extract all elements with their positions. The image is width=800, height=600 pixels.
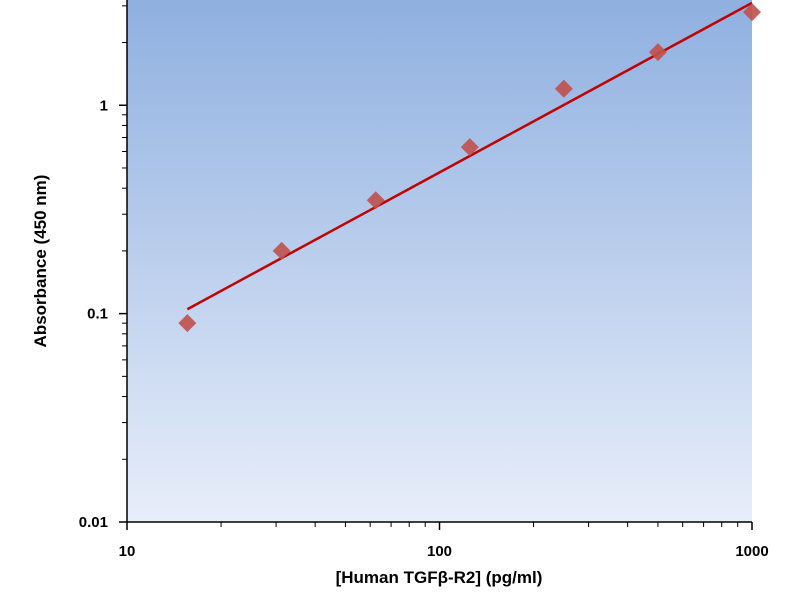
x-ticks: 10 100 1000 — [119, 522, 769, 560]
data-point — [648, 43, 667, 62]
data-point — [554, 79, 573, 98]
data-point — [178, 314, 197, 333]
data-point — [272, 241, 291, 260]
data-point — [743, 3, 761, 22]
data-point — [366, 191, 385, 210]
x-tick-label: 10 — [119, 543, 136, 560]
plot-area — [127, 0, 752, 522]
x-axis-title: [Human TGFβ-R2] (pg/ml) — [336, 568, 543, 587]
y-minor-ticks — [122, 5, 127, 460]
series-layer — [178, 1, 761, 333]
y-tick-label: 0.1 — [87, 306, 108, 323]
x-minor-ticks — [220, 522, 739, 527]
x-tick-label: 100 — [427, 543, 452, 560]
y-ticks: 0.01 0.1 1 — [79, 97, 127, 531]
y-tick-label: 0.01 — [79, 514, 108, 531]
y-tick-label: 1 — [100, 97, 108, 114]
data-point — [460, 138, 479, 157]
x-tick-label: 1000 — [735, 543, 768, 560]
y-axis-title: Absorbance (450 nm) — [31, 175, 50, 348]
